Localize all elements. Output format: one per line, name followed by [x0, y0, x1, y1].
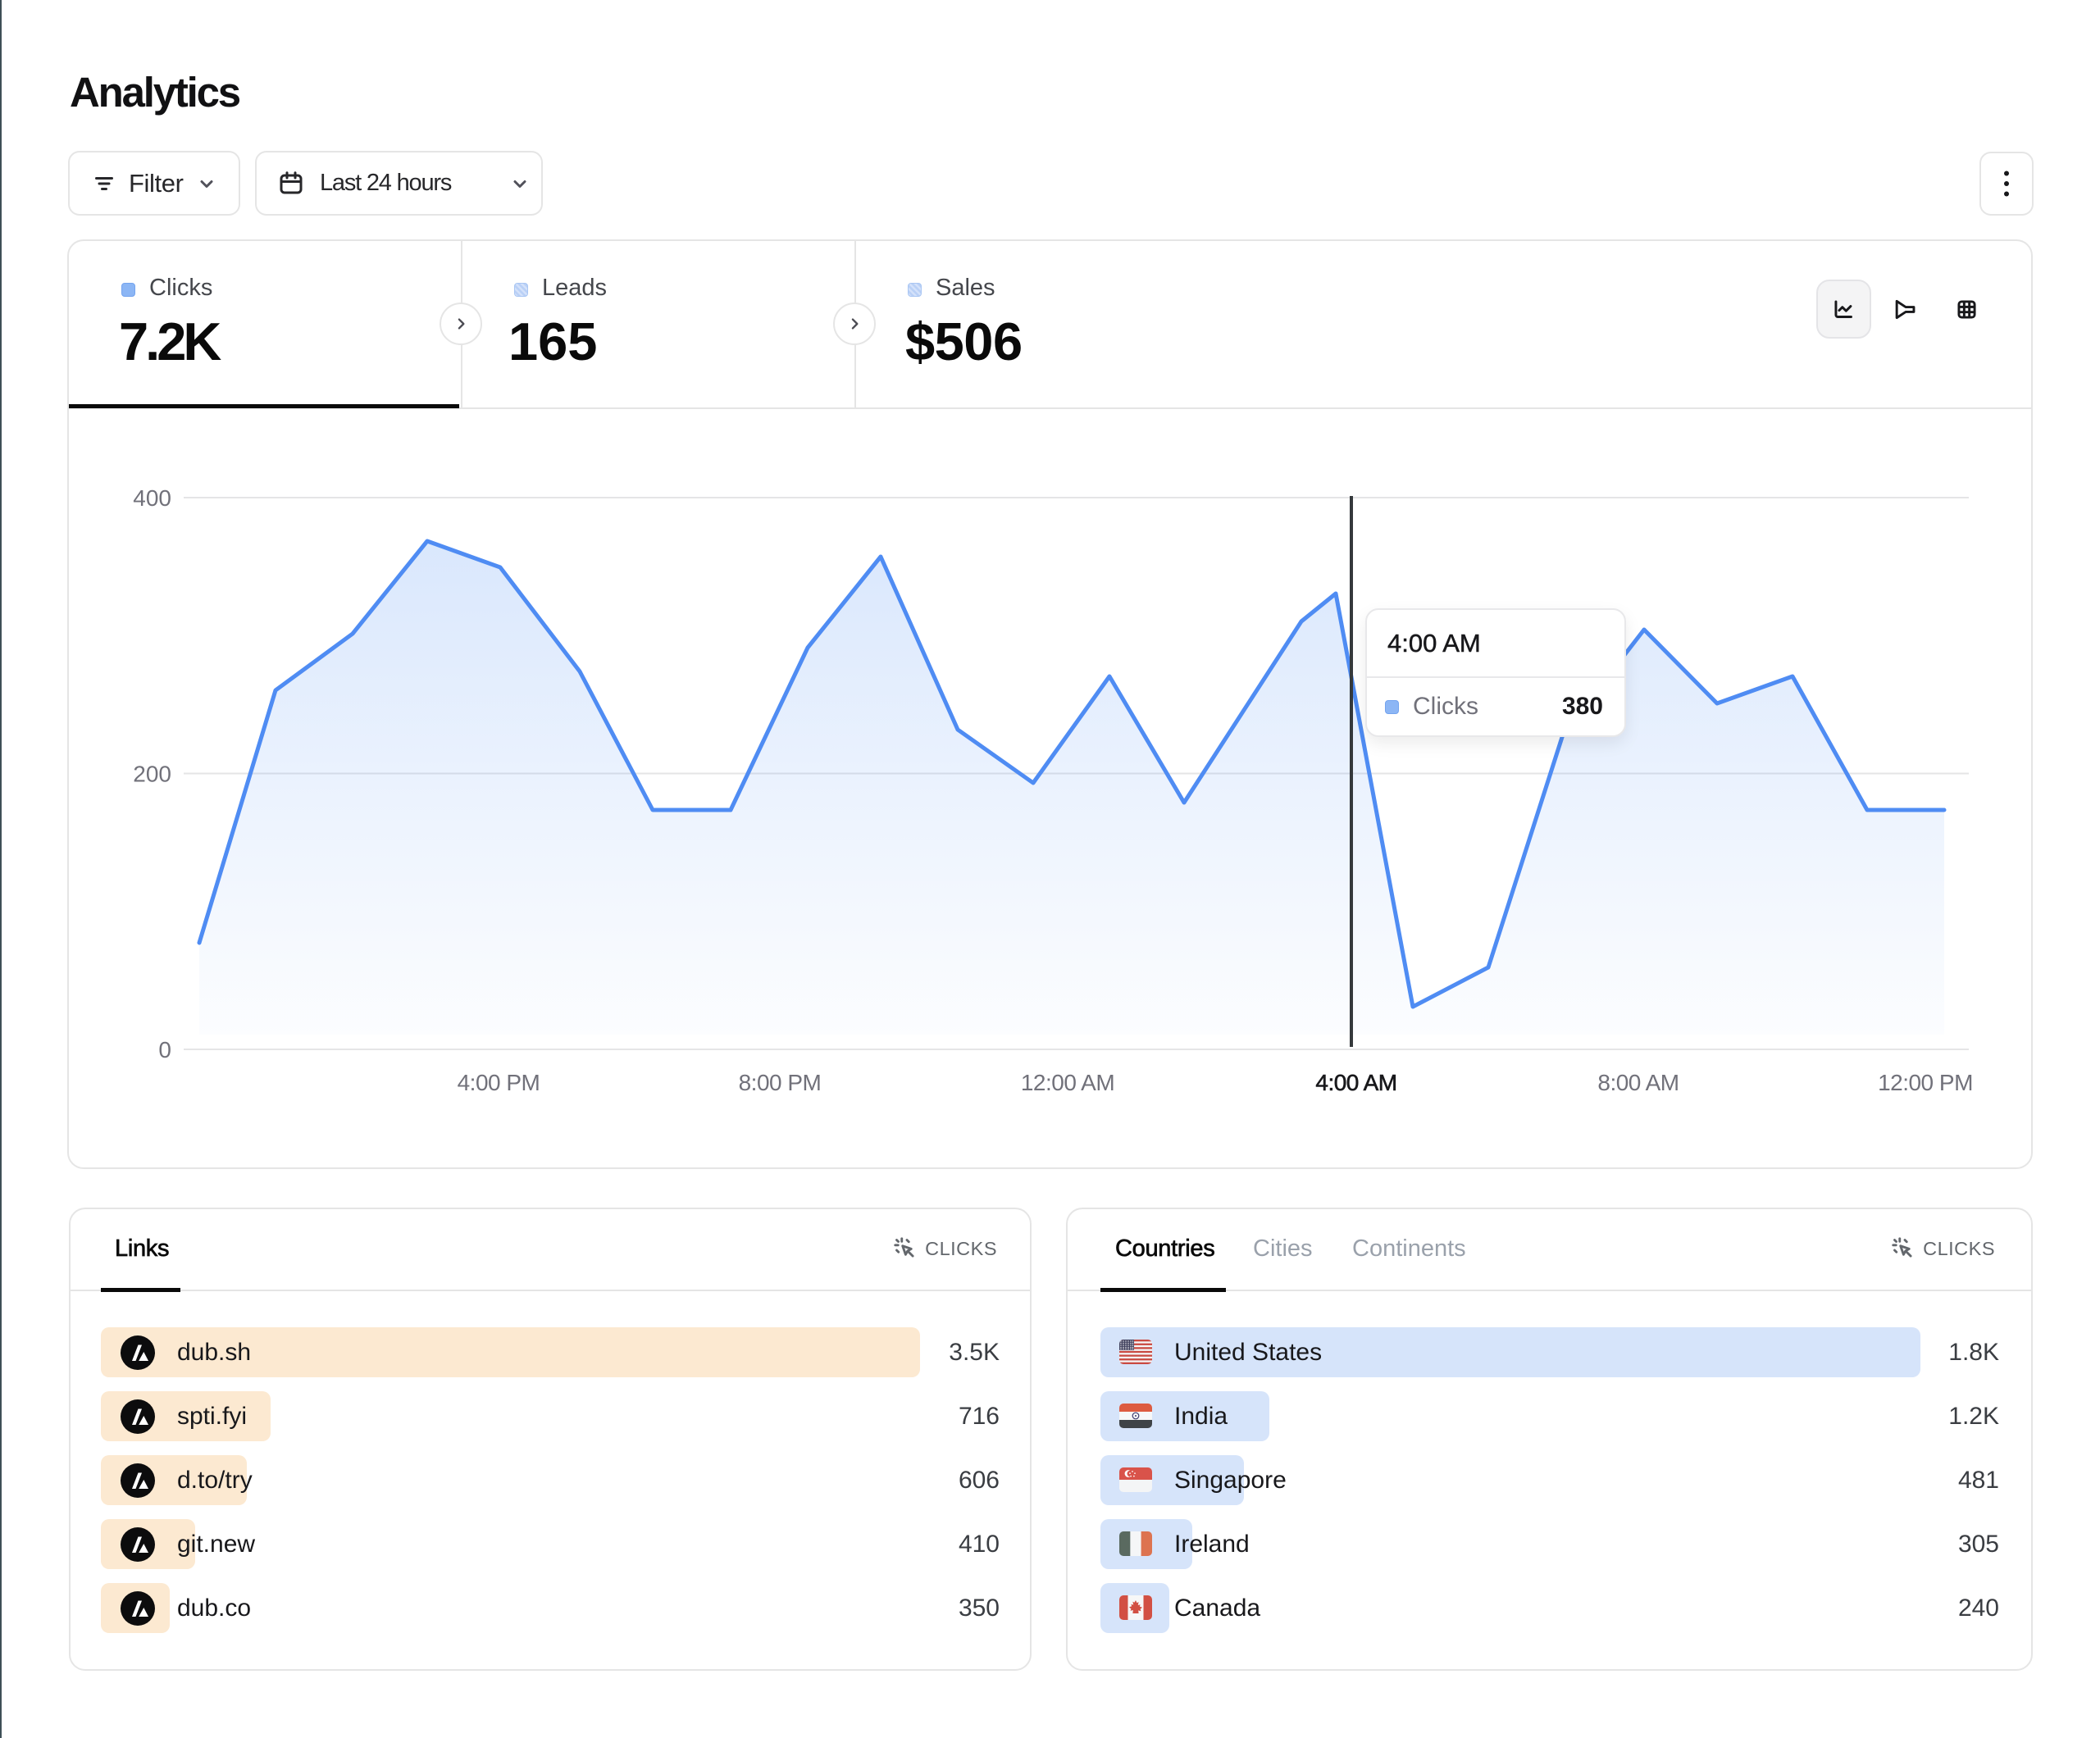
svg-text:8:00 AM: 8:00 AM: [1597, 1070, 1679, 1095]
svg-text:4:00 PM: 4:00 PM: [458, 1070, 540, 1095]
svg-text:200: 200: [133, 762, 171, 787]
svg-text:8:00 PM: 8:00 PM: [739, 1070, 822, 1095]
svg-text:12:00 AM: 12:00 AM: [1021, 1070, 1114, 1095]
svg-text:4:00 AM: 4:00 AM: [1315, 1070, 1396, 1095]
svg-text:12:00 PM: 12:00 PM: [1878, 1070, 1973, 1095]
svg-text:400: 400: [133, 485, 171, 511]
svg-text:0: 0: [158, 1037, 171, 1062]
